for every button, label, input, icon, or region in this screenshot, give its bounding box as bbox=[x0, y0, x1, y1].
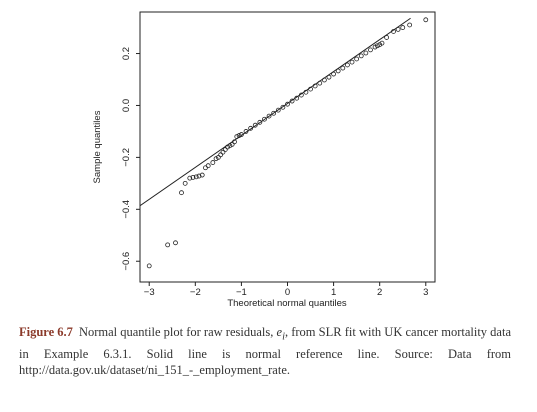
point bbox=[335, 68, 341, 74]
point bbox=[220, 149, 226, 155]
x-tick-label: 2 bbox=[377, 287, 382, 298]
x-tick-label: −3 bbox=[144, 287, 155, 298]
point bbox=[280, 104, 286, 110]
point bbox=[379, 40, 385, 46]
y-tick-label: −0.6 bbox=[121, 252, 132, 271]
point bbox=[368, 47, 373, 53]
point bbox=[248, 125, 254, 131]
point bbox=[243, 129, 249, 134]
point bbox=[179, 190, 184, 196]
point bbox=[146, 263, 152, 269]
x-tick-label: −2 bbox=[190, 287, 201, 298]
point bbox=[298, 92, 304, 98]
caption-text: , from SLR fit with UK cancer mortality … bbox=[19, 325, 511, 377]
point bbox=[326, 74, 332, 80]
point bbox=[340, 65, 346, 71]
x-axis-label: Theoretical normal quantiles bbox=[227, 298, 347, 309]
caption: Figure 6.7 Normal quantile plot for raw r… bbox=[19, 324, 511, 378]
point bbox=[199, 172, 205, 178]
point bbox=[407, 22, 413, 28]
point bbox=[227, 143, 233, 149]
point bbox=[345, 62, 350, 68]
caption-text: Normal quantile plot for raw residuals, bbox=[78, 325, 277, 339]
point bbox=[312, 83, 318, 89]
point bbox=[187, 175, 193, 181]
point bbox=[262, 116, 267, 122]
point bbox=[193, 174, 199, 180]
point bbox=[210, 160, 216, 165]
point bbox=[358, 53, 364, 59]
point bbox=[363, 50, 369, 56]
point bbox=[203, 165, 208, 171]
point bbox=[285, 101, 290, 107]
point bbox=[289, 98, 295, 104]
point bbox=[173, 240, 178, 246]
point bbox=[391, 29, 396, 34]
point bbox=[218, 152, 224, 158]
point bbox=[222, 147, 228, 152]
point bbox=[303, 89, 309, 95]
point bbox=[423, 17, 429, 23]
point bbox=[321, 77, 327, 83]
x-tick-label: 0 bbox=[285, 287, 290, 298]
point bbox=[331, 71, 336, 77]
subscript-text: i bbox=[282, 331, 285, 343]
point bbox=[275, 107, 281, 113]
point bbox=[395, 26, 401, 32]
point bbox=[349, 59, 355, 65]
point bbox=[271, 110, 277, 116]
figure-label: Figure 6.7 bbox=[19, 325, 73, 339]
point bbox=[384, 35, 390, 40]
point bbox=[252, 122, 258, 128]
point bbox=[239, 132, 244, 137]
point bbox=[317, 80, 323, 86]
chart: Theoretical normal quantiles Sample quan… bbox=[92, 11, 436, 309]
point bbox=[182, 180, 188, 186]
point bbox=[374, 43, 380, 49]
plot-frame bbox=[139, 11, 436, 283]
point bbox=[236, 133, 242, 138]
point bbox=[225, 144, 230, 150]
point bbox=[213, 156, 219, 162]
subscript: i bbox=[282, 332, 285, 343]
point bbox=[308, 86, 313, 92]
point bbox=[266, 113, 272, 119]
point bbox=[234, 134, 240, 140]
point bbox=[372, 44, 378, 50]
x-tick-label: −1 bbox=[236, 287, 247, 298]
point bbox=[190, 174, 196, 180]
point bbox=[196, 173, 202, 179]
point bbox=[354, 56, 360, 62]
x-tick-label: 1 bbox=[331, 287, 336, 298]
y-axis-label: Sample quantiles bbox=[92, 110, 103, 183]
y-tick-label: −0.4 bbox=[121, 200, 132, 219]
point bbox=[205, 163, 211, 169]
point bbox=[165, 242, 171, 248]
y-tick-label: −0.2 bbox=[121, 148, 132, 167]
symbol: e bbox=[276, 325, 283, 339]
point bbox=[232, 139, 237, 145]
y-tick-label: 0.2 bbox=[121, 47, 132, 60]
point bbox=[294, 95, 300, 101]
point bbox=[257, 119, 263, 125]
y-tick-label: 0.0 bbox=[121, 99, 132, 112]
x-tick-label: 3 bbox=[423, 287, 428, 298]
point bbox=[400, 25, 406, 30]
